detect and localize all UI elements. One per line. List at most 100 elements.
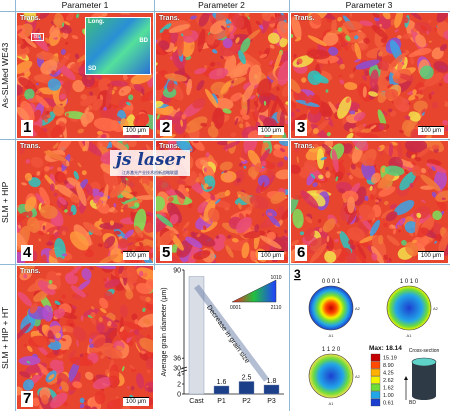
scale-bar: 100 μm	[257, 251, 284, 260]
y-tick-label: 2	[177, 382, 181, 389]
panel-number: 5	[160, 244, 173, 261]
trend-arrow	[194, 284, 269, 382]
bar-p1	[213, 385, 230, 395]
axis-label: A1	[329, 333, 335, 338]
bd-arrowhead	[404, 376, 408, 380]
bar-cast	[188, 276, 205, 395]
ebsd-map-3: Trans. 3 100 μm	[291, 13, 448, 138]
legend-swatch	[370, 398, 381, 407]
pole-figure-svg: 3 0 0 0 1 A1 A2 1 0 1 0 A1 A2 1 1 2 0 A1 A2 Max: 1…	[294, 267, 440, 407]
axis-label: A2	[355, 374, 361, 379]
pole-figure-title: 0 0 0 1	[322, 279, 341, 285]
grid-line	[289, 0, 290, 411]
orientation-label: Trans.	[159, 143, 180, 150]
panel-number: 3	[295, 119, 308, 136]
ebsd-map-6: Trans. 6 100 μm	[291, 141, 448, 263]
grain-map	[291, 141, 448, 263]
ebsd-map-4: Trans. 4 100 μm	[17, 141, 153, 263]
grid-line	[0, 11, 450, 12]
pole-figure-disc	[308, 353, 354, 399]
axis-label: A1	[329, 401, 335, 406]
x-tick-label: Cast	[189, 398, 203, 405]
grid-line	[154, 0, 155, 270]
column-header-1: Parameter 1	[61, 0, 109, 10]
axis-label: A1	[407, 333, 413, 338]
cylinder-top	[411, 357, 437, 367]
legend-swatch	[370, 391, 381, 399]
panel-number: 7	[21, 390, 34, 407]
bd-marker: BD	[31, 33, 44, 41]
panel-number: 6	[295, 244, 308, 261]
grid-line	[0, 139, 450, 140]
panel-number: 2	[160, 119, 173, 136]
max-label: Max: 18.14	[369, 345, 402, 352]
scale-bar: 100 μm	[417, 126, 444, 135]
scale-bar: 100 μm	[122, 397, 149, 406]
grid-line	[0, 264, 450, 265]
cylinder-bottom	[412, 392, 436, 400]
legend-value: 15.19	[383, 356, 397, 362]
legend-swatch	[370, 383, 381, 392]
watermark-brand: js laser	[115, 150, 185, 170]
orientation-label: Trans.	[20, 268, 41, 275]
scale-bar: 100 μm	[417, 251, 444, 260]
legend-swatch	[370, 376, 381, 384]
cross-section-label: Cross-section	[409, 348, 440, 354]
legend-swatch	[370, 368, 381, 377]
scale-bar: 100 μm	[122, 126, 149, 135]
axis-break	[180, 366, 188, 373]
legend-value: 4.25	[383, 371, 394, 377]
pole-figure-disc	[386, 285, 432, 331]
orientation-label: Trans.	[294, 143, 315, 150]
y-tick-label: 0	[177, 392, 181, 399]
data-label: 1.6	[217, 379, 227, 386]
bar-p2	[238, 381, 255, 395]
y-tick-label: 4	[177, 372, 181, 379]
legend-value: 1.00	[383, 393, 394, 399]
data-label: 1.8	[267, 378, 277, 385]
row-header-2: SLM + HIP	[0, 181, 10, 223]
panel-number: 4	[21, 244, 34, 261]
ebsd-map-7: Trans. 7 100 μm	[17, 266, 153, 409]
pole-figure-title: 1 1 2 0	[322, 347, 341, 353]
ipf-label: 1010	[270, 275, 281, 281]
longitudinal-inset: Long. BD SD	[85, 17, 151, 75]
ipf-triangle	[231, 279, 277, 303]
x-tick-label: P1	[217, 398, 226, 405]
legend-value: 0.61	[383, 401, 394, 407]
ipf-label: 0001	[230, 305, 241, 311]
row-header-3: SLM + HIP + HT	[0, 306, 10, 370]
grain-map	[17, 141, 153, 263]
axis-label: A2	[355, 306, 361, 311]
watermark-subtitle: 江苏激光产业技术创新战略联盟	[122, 170, 178, 175]
column-header-2: Parameter 2	[198, 0, 245, 10]
ipf-label: 2110	[271, 305, 282, 311]
scale-bar: 100 μm	[257, 126, 284, 135]
inset-label: Long.	[88, 19, 105, 25]
legend-value: 1.62	[383, 386, 394, 392]
bar-p3	[263, 384, 280, 395]
bd-label: BD	[409, 400, 416, 406]
orientation-label: Trans.	[20, 143, 41, 150]
grain-size-chart: 0 2 4 30 36 90 Average grain diameter (μm) Cast…	[156, 266, 288, 409]
legend-swatch	[370, 361, 381, 369]
legend-value: 8.90	[383, 363, 394, 369]
ebsd-map-2: Trans. 2 100 μm	[156, 13, 288, 138]
y-tick-label: 30	[173, 366, 181, 373]
annotation: Decrease in grain size	[205, 304, 251, 365]
panel-number: 1	[21, 119, 34, 136]
grain-map	[17, 266, 153, 409]
watermark-logo: js laser 江苏激光产业技术创新战略联盟	[110, 150, 190, 176]
x-tick-label: P2	[242, 398, 251, 405]
scale-bar: 100 μm	[122, 251, 149, 260]
grain-map	[156, 13, 288, 138]
data-label: 2.5	[242, 375, 252, 382]
axis-label: A2	[433, 306, 439, 311]
y-tick-label: 90	[173, 268, 181, 275]
row-header-1: As-SLMed WE43	[0, 42, 10, 109]
x-tick-label: P3	[267, 398, 276, 405]
grain-size-chart-svg: 0 2 430 36 90 Average grain diameter (μm) Cast…	[161, 268, 284, 405]
panel-number: 3	[294, 267, 301, 281]
pole-figure-panel: 3 0 0 0 1 A1 A2 1 0 1 0 A1 A2 1 1 2 0 A1 A2 Max: 1…	[291, 266, 448, 409]
